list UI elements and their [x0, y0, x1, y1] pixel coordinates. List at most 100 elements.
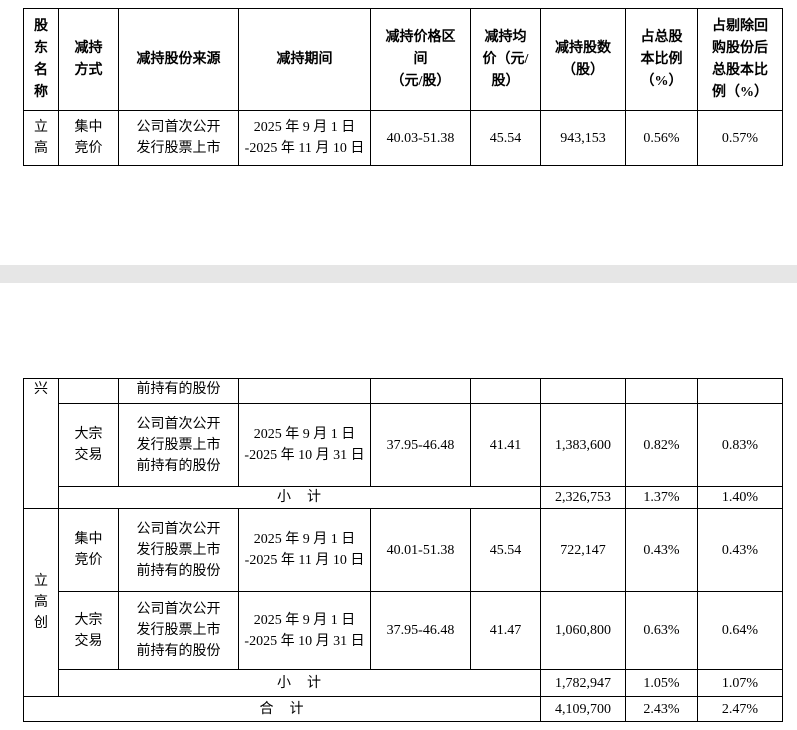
cell-line: 减持价格区: [385, 29, 456, 45]
avg-price-cell: 45.54: [470, 508, 541, 592]
subtotal-shares: 2,326,753: [540, 486, 626, 509]
subtotal-ratio-total: 1.37%: [625, 486, 698, 509]
cell-line: 购股份后: [712, 40, 768, 56]
cell-line: 减持均: [484, 29, 527, 45]
cell-line: 公司首次公开: [136, 120, 221, 135]
subtotal-ratio-excl: 1.40%: [697, 486, 783, 509]
ratio-excl-cell: [697, 378, 783, 404]
cell-line: 交易: [74, 633, 103, 649]
cell-line: （股）: [562, 62, 604, 78]
ratio-total-cell: 0.63%: [625, 591, 698, 670]
period-cell: [238, 378, 371, 404]
cell-line: 称: [34, 84, 48, 100]
page-separator: [0, 265, 797, 283]
total-shares: 4,109,700: [540, 696, 626, 722]
cell-line: 发行股票上市: [136, 542, 221, 558]
source-cell: 公司首次公开 发行股票上市 前持有的股份: [118, 508, 239, 592]
method-cell: [58, 378, 119, 404]
cell-line: 公司首次公开: [136, 521, 221, 537]
cell-line: 发行股票上市: [136, 141, 221, 156]
source-cell: 公司首次公开 发行股票上市 前持有的股份: [118, 591, 239, 670]
cell-line: 总股本比: [712, 62, 768, 78]
table-row: 小 计 1,782,947 1.05% 1.07%: [24, 669, 783, 697]
ratio-excl-cell: 0.64%: [697, 591, 783, 670]
table-row: 立高集中 竞价 公司首次公开 发行股票上市 2025 年 9 月 1 日 -2025 年 …: [23, 110, 783, 166]
table-bottom: 兴前持有的股份 大宗 交易 公司首次公开 发行股票上市 前持有的股份 2025 年 9 月 …: [23, 378, 783, 722]
avg-price-cell: 41.47: [470, 591, 541, 670]
header-cell: 减持 方式: [58, 8, 119, 111]
cell-line: 减持期间: [276, 51, 333, 67]
cell-line: 大宗: [74, 427, 103, 442]
cell-line: 名: [34, 62, 48, 78]
cell-line: 立: [34, 120, 48, 135]
cell-line: 股: [34, 18, 48, 34]
table-row: 大宗 交易 公司首次公开 发行股票上市 前持有的股份 2025 年 9 月 1 日 -202…: [24, 403, 783, 487]
total-ratio-total: 2.43%: [625, 696, 698, 722]
cell-line: 股）: [491, 73, 520, 89]
price-range-cell: 40.03-51.38: [370, 110, 471, 166]
price-range-cell: [370, 378, 471, 404]
period-cell: 2025 年 9 月 1 日 -2025 年 11 月 10 日: [238, 508, 371, 592]
price-range-cell: 40.01-51.38: [370, 508, 471, 592]
cell-line: 竞价: [74, 553, 103, 568]
cell-line: （%）: [640, 73, 683, 89]
cell-line: 本比例: [640, 51, 683, 67]
source-cell: 公司首次公开 发行股票上市 前持有的股份: [118, 403, 239, 487]
subtotal-label: 小 计: [58, 669, 541, 697]
method-cell: 集中 竞价: [58, 508, 119, 592]
cell-line: 2025 年 9 月 1 日: [253, 612, 356, 628]
cell-line: 竞价: [74, 141, 103, 156]
cell-line: 创: [34, 616, 48, 631]
cell-line: 间: [413, 51, 428, 67]
ratio-total-cell: 0.56%: [625, 110, 698, 166]
price-range-cell: 37.95-46.48: [370, 591, 471, 670]
cell-line: -2025 年 11 月 10 日: [244, 553, 365, 568]
header-cell: 减持股份来源: [118, 8, 239, 111]
source-cell: 公司首次公开 发行股票上市: [118, 110, 239, 166]
method-cell: 大宗 交易: [58, 591, 119, 670]
cell-line: 2025 年 9 月 1 日: [253, 427, 356, 442]
cell-line: 前持有的股份: [136, 644, 221, 659]
shares-cell: 1,060,800: [540, 591, 626, 670]
cell-line: 前持有的股份: [136, 458, 221, 474]
total-label: 合 计: [23, 696, 541, 722]
cell-line: 兴: [34, 382, 48, 397]
cell-line: 2025 年 9 月 1 日: [253, 532, 356, 547]
table-top: 股东名称减持 方式 减持股份来源 减持期间 减持价格区间（元/股） 减持均 价（元/股） 减持…: [23, 8, 783, 166]
header-cell: 占总股本比例 （%）: [625, 8, 698, 111]
shares-cell: 1,383,600: [540, 403, 626, 487]
cell-line: 立: [34, 574, 48, 589]
ratio-total-cell: 0.82%: [625, 403, 698, 487]
cell-line: 减持股份来源: [136, 51, 221, 67]
cell-line: 减持股数: [555, 40, 611, 56]
subtotal-ratio-total: 1.05%: [625, 669, 698, 697]
avg-price-cell: 45.54: [470, 110, 541, 166]
ratio-total-cell: 0.43%: [625, 508, 698, 592]
period-cell: 2025 年 9 月 1 日 -2025 年 11 月 10 日: [238, 110, 371, 166]
ratio-excl-cell: 0.83%: [697, 403, 783, 487]
subtotal-shares: 1,782,947: [540, 669, 626, 697]
holder-cell: 兴: [23, 378, 59, 509]
ratio-excl-cell: 0.43%: [697, 508, 783, 592]
table-row: 合 计 4,109,700 2.43% 2.47%: [23, 696, 783, 722]
header-cell: 减持期间: [238, 8, 371, 111]
cell-line: 前持有的股份: [136, 563, 221, 579]
cell-line: 发行股票上市: [136, 437, 221, 453]
cell-line: 占剔除回: [712, 18, 768, 34]
holder-cell: 立高: [23, 110, 59, 166]
cell-line: -2025 年 10 月 31 日: [244, 448, 365, 463]
cell-line: 集中: [74, 532, 103, 547]
ratio-total-cell: [625, 378, 698, 404]
cell-line: 占总股: [640, 29, 683, 45]
subtotal-label: 小 计: [58, 486, 541, 509]
table-row: 小 计 2,326,753 1.37% 1.40%: [24, 486, 783, 509]
period-cell: 2025 年 9 月 1 日 -2025 年 10 月 31 日: [238, 591, 371, 670]
method-cell: 大宗 交易: [58, 403, 119, 487]
table-row: 立高创集中 竞价 公司首次公开 发行股票上市 前持有的股份 2025 年 9 月 1 日-…: [23, 508, 783, 697]
source-cell: 前持有的股份: [118, 378, 239, 404]
cell-line: 公司首次公开: [136, 416, 221, 432]
cell-line: 2025 年 9 月 1 日: [253, 120, 356, 135]
header-cell: 减持价格区间 （元/股）: [370, 8, 471, 111]
avg-price-cell: [470, 378, 541, 404]
